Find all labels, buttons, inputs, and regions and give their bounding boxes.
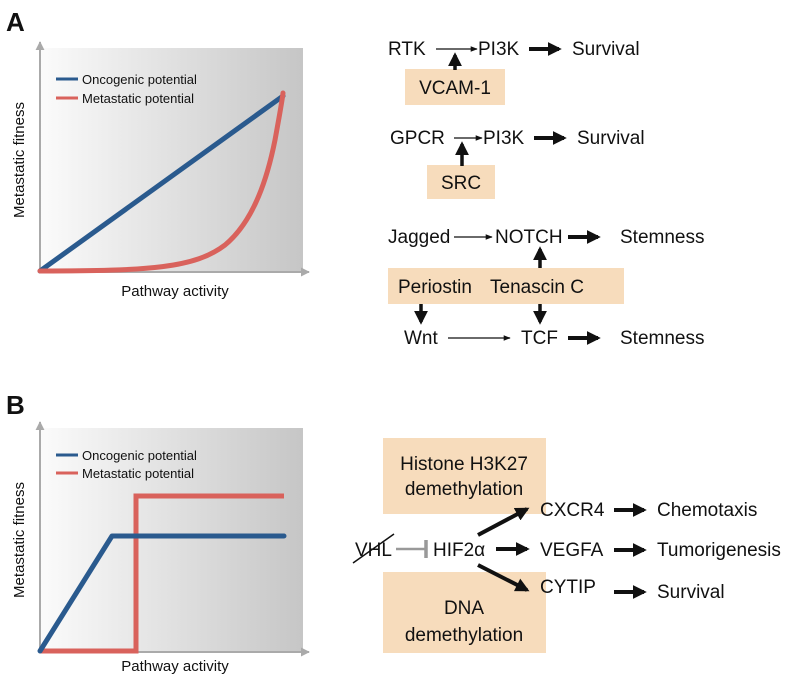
node-wnt: Wnt <box>404 328 439 349</box>
chart-a-y-label: Metastatic fitness <box>11 102 28 218</box>
node-survival-b: Survival <box>657 582 725 603</box>
dna-line-2: demethylation <box>405 625 523 646</box>
node-cxcr4: CXCR4 <box>540 500 605 521</box>
node-tcf: TCF <box>521 328 558 349</box>
node-vegfa: VEGFA <box>540 540 604 561</box>
node-jagged: Jagged <box>388 227 450 248</box>
dna-line-1: DNA <box>444 598 484 619</box>
node-src: SRC <box>441 173 481 194</box>
src-box <box>427 165 495 199</box>
arrow-hif-cxcr4 <box>477 507 530 537</box>
node-pi3k-1: PI3K <box>478 39 520 60</box>
panel-b-letter: B <box>6 390 25 420</box>
chart-b-legend-oncogenic: Oncogenic potential <box>82 448 197 463</box>
histone-box <box>383 438 546 514</box>
chart-b-oncogenic-line <box>37 533 287 654</box>
arrow-hif-cytip <box>477 563 530 592</box>
node-stemness-1: Stemness <box>620 227 704 248</box>
node-survival-1: Survival <box>572 39 640 60</box>
node-tenascin: Tenascin C <box>490 277 584 298</box>
node-chemotaxis: Chemotaxis <box>657 500 757 521</box>
panel-a-chart: Oncogenic potential Metastatic potential… <box>11 41 310 300</box>
node-stemness-2: Stemness <box>620 328 704 349</box>
vhl-strike <box>352 533 395 564</box>
chart-a-legend-metastatic: Metastatic potential <box>82 91 194 106</box>
periostin-tenascin-box <box>388 268 624 304</box>
chart-a-oncogenic-line <box>37 93 286 274</box>
chart-a-legend-oncogenic: Oncogenic potential <box>82 72 197 87</box>
chart-a-background <box>40 48 303 272</box>
node-notch: NOTCH <box>495 227 563 248</box>
panel-b-chart: Oncogenic potential Metastatic potential… <box>11 421 310 675</box>
node-pi3k-2: PI3K <box>483 128 525 149</box>
histone-line-1: Histone H3K27 <box>400 454 528 475</box>
panel-a-pathways: RTK PI3K Survival VCAM-1 GPCR PI3K Survi… <box>388 39 704 349</box>
chart-a-metastatic-line <box>37 90 286 274</box>
chart-b-y-label: Metastatic fitness <box>11 482 28 598</box>
chart-b-legend-metastatic: Metastatic potential <box>82 466 194 481</box>
chart-b-background <box>40 428 303 652</box>
node-survival-2: Survival <box>577 128 645 149</box>
node-hif2a: HIF2α <box>433 540 485 561</box>
node-rtk: RTK <box>388 39 426 60</box>
panel-b-pathways: Histone H3K27 demethylation DNA demethyl… <box>352 438 781 653</box>
panel-a-letter: A <box>6 7 25 37</box>
chart-b-x-label: Pathway activity <box>121 658 229 675</box>
chart-a-x-label: Pathway activity <box>121 283 229 300</box>
node-gpcr: GPCR <box>390 128 445 149</box>
chart-b-metastatic-line <box>40 493 284 654</box>
histone-line-2: demethylation <box>405 479 523 500</box>
vcam1-box <box>405 69 505 105</box>
node-tumorigenesis: Tumorigenesis <box>657 540 781 561</box>
node-cytip: CYTIP <box>540 577 596 598</box>
node-periostin: Periostin <box>398 277 472 298</box>
node-vcam1: VCAM-1 <box>419 78 491 99</box>
